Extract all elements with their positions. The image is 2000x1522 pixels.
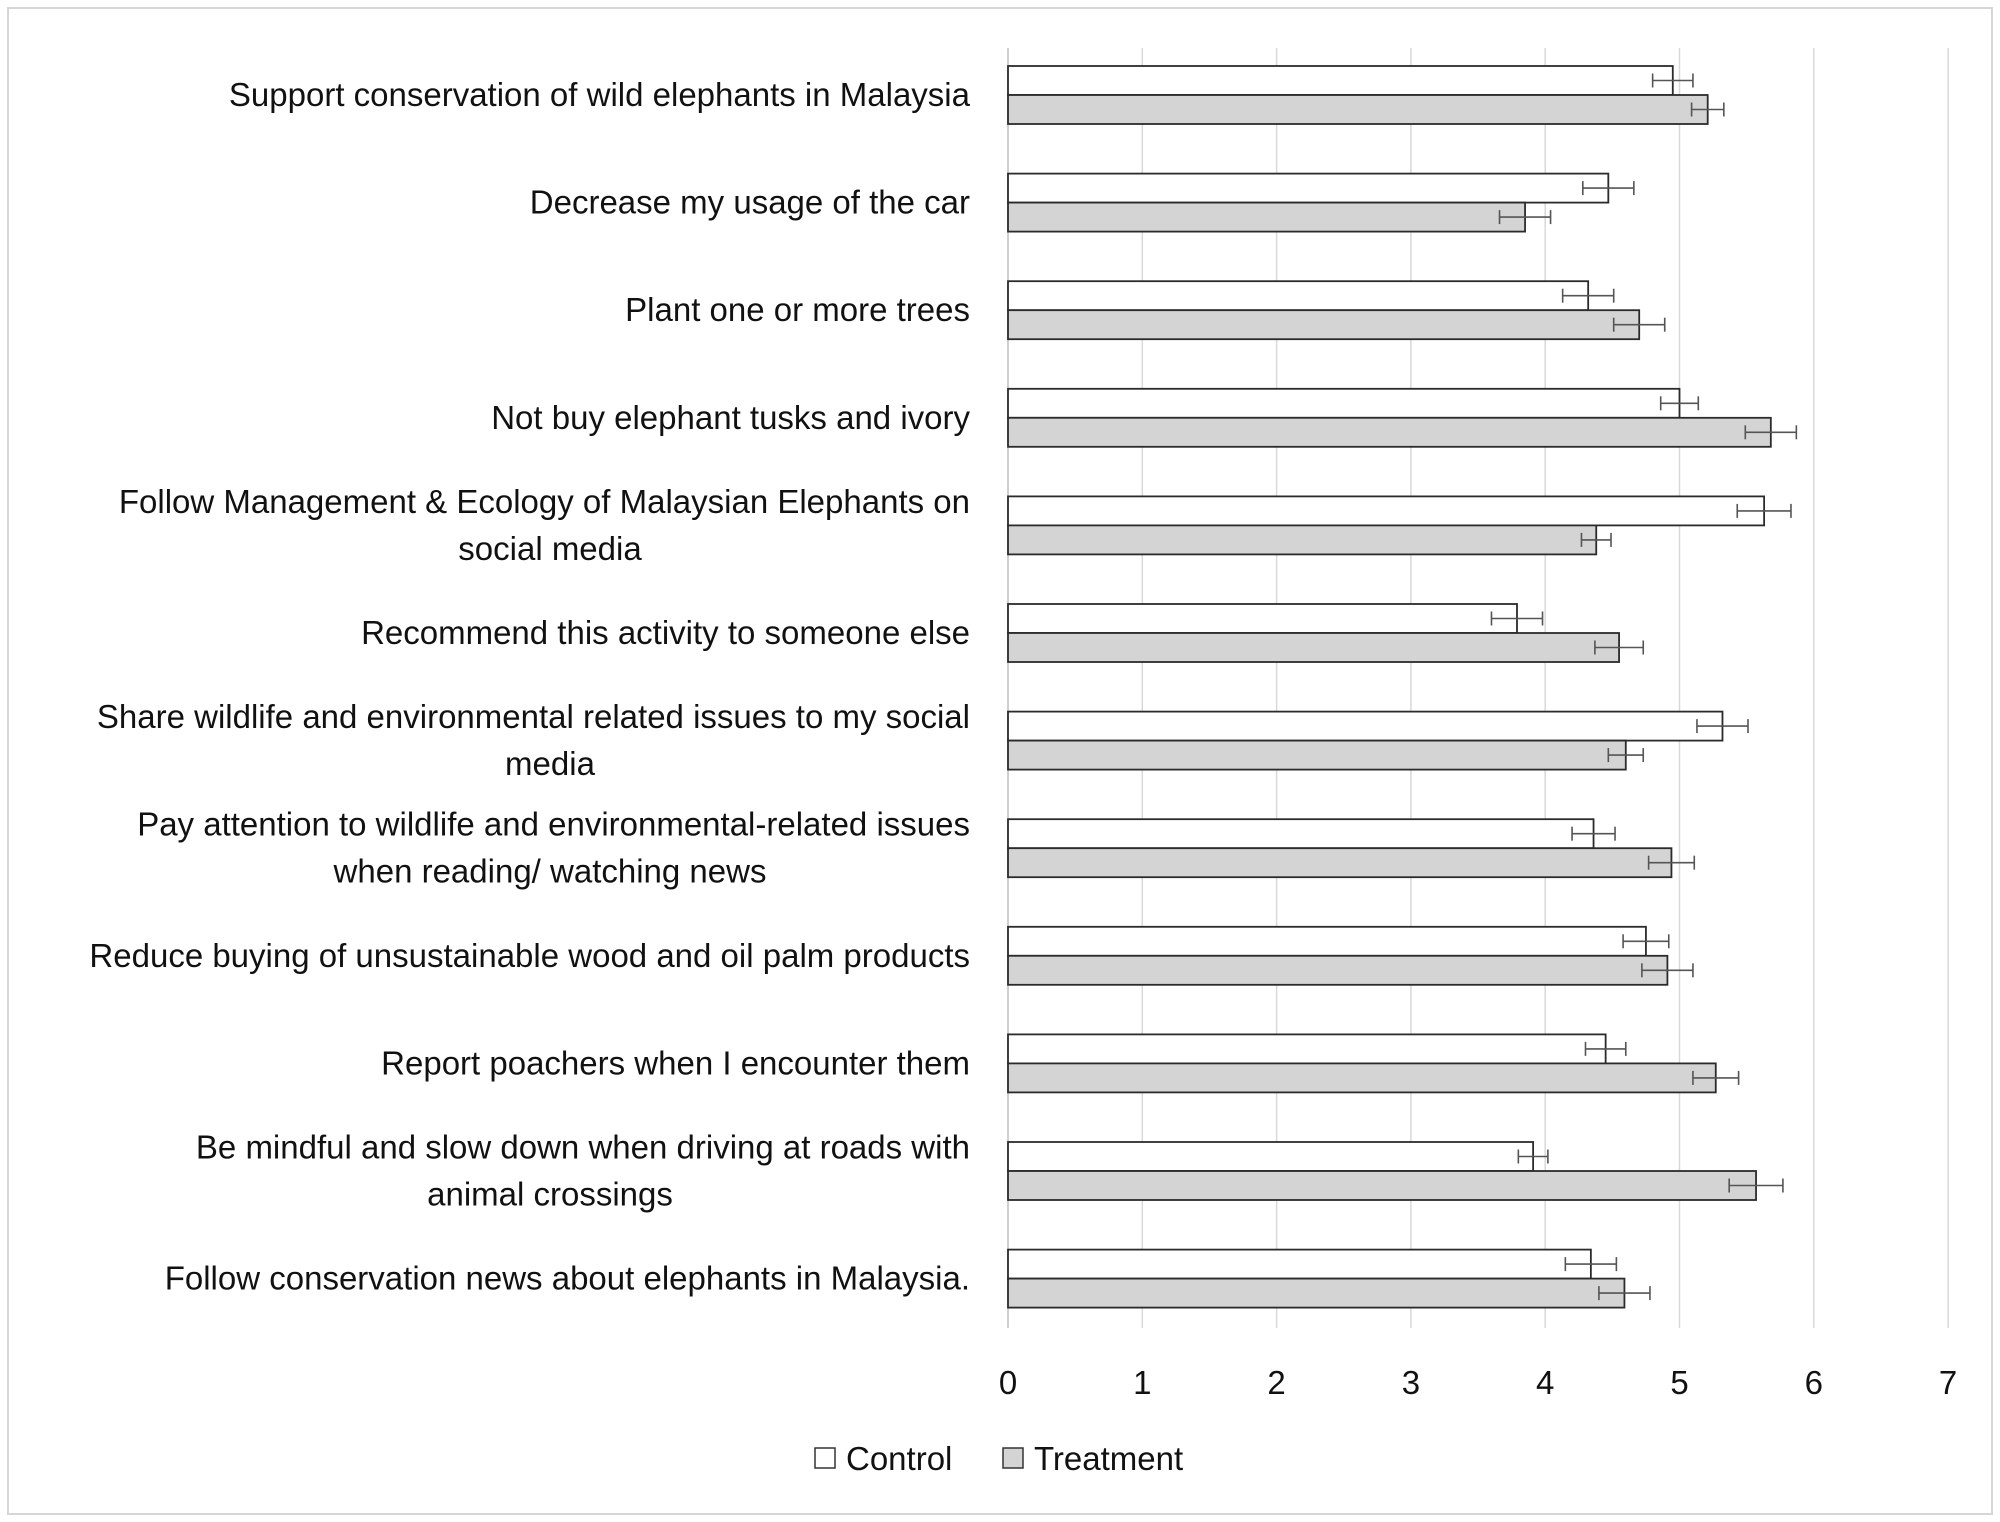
error-bar-control-7 xyxy=(1571,826,1616,841)
bar-control-8 xyxy=(1007,925,1647,957)
category-label-4: Follow Management & Ecology of Malaysian… xyxy=(119,483,970,567)
bar-control-0 xyxy=(1007,65,1674,96)
x-tick-label-0: 0 xyxy=(999,1364,1017,1401)
category-label-10: Be mindful and slow down when driving at… xyxy=(196,1129,970,1213)
error-bar-treatment-2 xyxy=(1612,317,1666,332)
bar-treatment-7 xyxy=(1007,847,1673,879)
legend-swatch-treatment xyxy=(1002,1447,1024,1469)
category-label-3: Not buy elephant tusks and ivory xyxy=(491,399,970,436)
bar-treatment-6 xyxy=(1007,739,1627,771)
legend-label-treatment: Treatment xyxy=(1034,1440,1183,1477)
bar-control-3 xyxy=(1007,387,1681,419)
x-tick-label-6: 6 xyxy=(1805,1364,1823,1401)
category-label-8: Reduce buying of unsustainable wood and … xyxy=(89,937,970,974)
category-label-1: Decrease my usage of the car xyxy=(530,184,970,221)
x-tick-label-3: 3 xyxy=(1402,1364,1420,1401)
bar-treatment-4 xyxy=(1007,524,1598,556)
error-bar-control-10 xyxy=(1517,1149,1549,1164)
bar-treatment-3 xyxy=(1007,416,1772,448)
bar-treatment-8 xyxy=(1007,954,1669,986)
bar-control-7 xyxy=(1007,818,1595,850)
category-label-11: Follow conservation news about elephants… xyxy=(165,1260,970,1297)
category-label-2: Plant one or more trees xyxy=(625,291,970,328)
category-label-7: Pay attention to wildlife and environmen… xyxy=(137,806,970,890)
category-label-9: Report poachers when I encounter them xyxy=(381,1044,970,1081)
chart-frame xyxy=(7,7,1993,1515)
bar-treatment-11 xyxy=(1007,1277,1626,1309)
error-bar-treatment-8 xyxy=(1641,963,1694,978)
bar-treatment-10 xyxy=(1007,1170,1757,1201)
error-bar-treatment-4 xyxy=(1580,532,1612,547)
bar-treatment-2 xyxy=(1007,309,1641,341)
error-bar-control-4 xyxy=(1736,503,1792,518)
error-bar-treatment-5 xyxy=(1594,640,1645,655)
bar-treatment-9 xyxy=(1007,1062,1717,1094)
error-bar-treatment-0 xyxy=(1690,102,1725,117)
error-bar-control-3 xyxy=(1659,396,1700,411)
error-bar-treatment-7 xyxy=(1647,855,1696,870)
error-bar-control-2 xyxy=(1561,288,1615,303)
error-bar-control-9 xyxy=(1584,1041,1627,1056)
error-bar-control-11 xyxy=(1564,1257,1618,1272)
category-label-6: Share wildlife and environmental related… xyxy=(97,698,970,782)
legend-swatch-control xyxy=(814,1447,836,1469)
error-bar-treatment-3 xyxy=(1744,425,1798,440)
error-bar-control-5 xyxy=(1490,611,1544,626)
x-axis: 0 1 2 3 4 5 6 7 xyxy=(999,1364,1957,1401)
bar-control-9 xyxy=(1007,1033,1607,1065)
error-bar-treatment-1 xyxy=(1498,210,1552,225)
error-bar-treatment-11 xyxy=(1598,1286,1651,1301)
bar-control-10 xyxy=(1007,1141,1535,1172)
legend: Control Treatment xyxy=(814,1440,1183,1477)
bar-treatment-0 xyxy=(1007,94,1709,125)
error-bar-control-6 xyxy=(1696,719,1749,734)
bar-control-11 xyxy=(1007,1248,1592,1280)
x-tick-label-1: 1 xyxy=(1133,1364,1151,1401)
error-bar-treatment-10 xyxy=(1728,1178,1784,1193)
error-bar-treatment-6 xyxy=(1607,748,1645,763)
x-tick-label-5: 5 xyxy=(1670,1364,1688,1401)
x-tick-label-4: 4 xyxy=(1536,1364,1554,1401)
x-tick-label-2: 2 xyxy=(1267,1364,1285,1401)
bar-control-4 xyxy=(1007,495,1766,527)
bar-treatment-5 xyxy=(1007,632,1620,663)
bar-control-1 xyxy=(1007,172,1610,204)
x-tick-label-7: 7 xyxy=(1939,1364,1957,1401)
bar-control-5 xyxy=(1007,603,1518,634)
category-labels: Support conservation of wild elephants i… xyxy=(89,76,970,1297)
error-bar-treatment-9 xyxy=(1692,1070,1740,1085)
error-bar-control-0 xyxy=(1651,73,1694,88)
gridlines xyxy=(1007,48,1949,1328)
error-bar-control-1 xyxy=(1582,181,1635,196)
category-label-5: Recommend this activity to someone else xyxy=(361,614,970,651)
category-label-0: Support conservation of wild elephants i… xyxy=(229,76,971,113)
bar-control-6 xyxy=(1007,710,1724,742)
bar-treatment-1 xyxy=(1007,201,1526,233)
legend-label-control: Control xyxy=(846,1440,952,1477)
bar-control-2 xyxy=(1007,280,1590,312)
bars xyxy=(1007,65,1798,1309)
error-bar-control-8 xyxy=(1622,934,1670,949)
